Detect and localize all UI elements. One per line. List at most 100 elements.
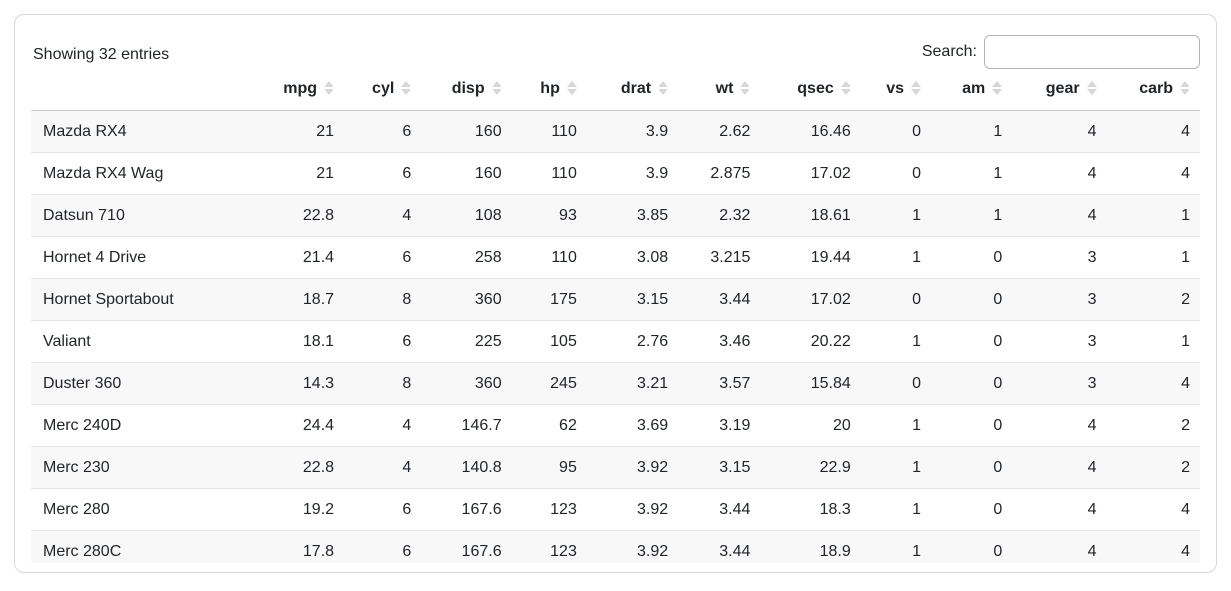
row-name-cell: Duster 360 xyxy=(31,362,272,405)
table-row: Merc 280 19.2 6 167.6 123 3.92 3.44 18.3 1 0 4 4 xyxy=(31,488,1200,531)
data-cell: 4 xyxy=(344,404,422,447)
header-row: mpg cyl disp hp drat wt qsec vs am gear carb xyxy=(31,71,1200,111)
data-cell: 110 xyxy=(511,152,587,195)
data-cell: 4 xyxy=(1181,123,1190,140)
data-cell: 21 xyxy=(316,123,335,140)
data-cell: 105 xyxy=(511,320,587,363)
sort-both-icon xyxy=(401,80,412,95)
data-cell: 3.92 xyxy=(586,530,679,563)
row-name-cell: Mazda RX4 xyxy=(43,123,127,140)
data-cell: 3.08 xyxy=(586,236,679,279)
table-row: Mazda RX4 Wag 21 6 160 110 3.9 2.875 17.02 0 1 4 4 xyxy=(31,152,1200,195)
column-header-gear[interactable]: gear xyxy=(1012,71,1107,111)
data-cell: 0 xyxy=(860,362,931,405)
sort-both-icon xyxy=(566,80,577,95)
column-header-drat[interactable]: drat xyxy=(586,71,679,111)
data-cell: 18.61 xyxy=(760,194,861,237)
data-cell: 6 xyxy=(402,123,412,140)
data-cell: 2 xyxy=(1106,278,1200,321)
data-cell: 3 xyxy=(1012,278,1107,321)
data-cell: 110 xyxy=(511,236,587,279)
data-cell: 1 xyxy=(1106,320,1200,363)
data-cell: 2.62 xyxy=(719,123,751,140)
column-header-mpg[interactable]: mpg xyxy=(271,71,345,111)
table-controls: Showing 32 entries Search: xyxy=(31,35,1200,69)
sort-both-icon xyxy=(658,80,669,95)
rowname-header[interactable] xyxy=(31,71,272,111)
column-label: qsec xyxy=(797,80,834,97)
sort-both-icon xyxy=(1086,80,1097,95)
data-cell: 1 xyxy=(860,194,931,237)
data-cell: 110 xyxy=(551,123,577,140)
data-cell: 175 xyxy=(511,278,587,321)
data-cell: 167.6 xyxy=(421,488,512,531)
data-cell: 20.22 xyxy=(760,320,861,363)
data-cell: 14.3 xyxy=(271,362,345,405)
data-cell: 6 xyxy=(344,236,422,279)
table-scroll-area[interactable]: mpg cyl disp hp drat wt qsec vs am gear carb Mazda… xyxy=(31,71,1200,563)
data-cell: 8 xyxy=(344,362,422,405)
data-cell: 17.8 xyxy=(271,530,345,563)
column-header-cyl[interactable]: cyl xyxy=(344,71,422,111)
data-cell: 258 xyxy=(421,236,512,279)
search-input[interactable] xyxy=(984,35,1200,69)
table-row: Merc 280C 17.8 6 167.6 123 3.92 3.44 18.9 1 0 4 4 xyxy=(31,530,1200,563)
data-cell: 3.9 xyxy=(586,152,679,195)
data-cell: 6 xyxy=(344,488,422,531)
data-cell: 24.4 xyxy=(271,404,345,447)
column-label: carb xyxy=(1139,80,1173,97)
data-cell: 3.9 xyxy=(645,123,669,140)
data-cell: 1 xyxy=(930,194,1013,237)
column-header-wt[interactable]: wt xyxy=(678,71,761,111)
data-cell: 1 xyxy=(993,123,1003,140)
data-cell: 0 xyxy=(930,530,1013,563)
column-header-am[interactable]: am xyxy=(930,71,1013,111)
data-cell: 2.32 xyxy=(678,194,761,237)
column-label: gear xyxy=(1045,80,1080,97)
data-cell: 93 xyxy=(511,194,587,237)
table-row: Hornet 4 Drive 21.4 6 258 110 3.08 3.215 19.44 1… xyxy=(31,236,1200,279)
data-cell: 3.46 xyxy=(678,320,761,363)
data-cell: 245 xyxy=(511,362,587,405)
sort-both-icon xyxy=(740,80,751,95)
data-cell: 0 xyxy=(912,123,921,140)
data-cell: 2 xyxy=(1106,404,1200,447)
data-cell: 3.44 xyxy=(678,278,761,321)
data-cell: 22.9 xyxy=(760,446,861,489)
sort-both-icon xyxy=(910,80,921,95)
column-label: disp xyxy=(451,80,485,97)
data-cell: 0 xyxy=(860,278,931,321)
column-header-vs[interactable]: vs xyxy=(860,71,931,111)
data-cell: 17.02 xyxy=(760,152,861,195)
data-cell: 0 xyxy=(860,152,931,195)
data-cell: 2.875 xyxy=(678,152,761,195)
data-cell: 1 xyxy=(860,320,931,363)
data-cell: 4 xyxy=(344,194,422,237)
data-cell: 1 xyxy=(860,236,931,279)
search-label: Search: xyxy=(921,43,977,60)
data-cell: 8 xyxy=(344,278,422,321)
data-cell: 4 xyxy=(1106,530,1200,563)
column-label: cyl xyxy=(372,80,395,97)
data-cell: 1 xyxy=(930,152,1013,195)
data-cell: 16.46 xyxy=(810,123,851,140)
data-cell: 22.8 xyxy=(271,446,345,489)
data-cell: 1 xyxy=(860,530,931,563)
column-header-hp[interactable]: hp xyxy=(511,71,587,111)
data-cell: 3 xyxy=(1012,236,1107,279)
data-cell: 3.15 xyxy=(586,278,679,321)
data-cell: 19.2 xyxy=(271,488,345,531)
table-row: Merc 230 22.8 4 140.8 95 3.92 3.15 22.9 1 0 4 2 xyxy=(31,446,1200,489)
row-name-cell: Merc 280 xyxy=(31,488,272,531)
column-header-qsec[interactable]: qsec xyxy=(760,71,861,111)
row-name-cell: Datsun 710 xyxy=(31,194,272,237)
data-cell: 21 xyxy=(271,152,345,195)
data-cell: 3.215 xyxy=(678,236,761,279)
data-cell: 2 xyxy=(1106,446,1200,489)
data-cell: 2.76 xyxy=(586,320,679,363)
table-row: Datsun 710 22.8 4 108 93 3.85 2.32 18.61 1 1 4 1 xyxy=(31,194,1200,237)
data-cell: 0 xyxy=(930,236,1013,279)
column-header-disp[interactable]: disp xyxy=(421,71,512,111)
column-header-carb[interactable]: carb xyxy=(1106,71,1200,111)
data-cell: 0 xyxy=(930,446,1013,489)
